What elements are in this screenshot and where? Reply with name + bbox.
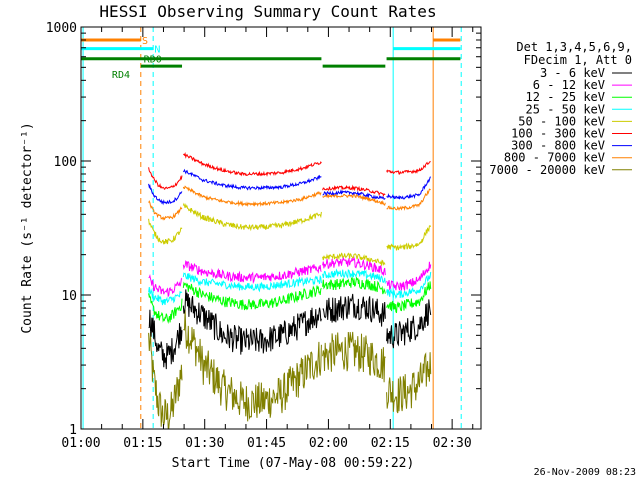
- series-4-segment-3: [386, 271, 432, 299]
- flag-rd0-label: RD0: [144, 55, 162, 66]
- y-tick-label: 10: [61, 289, 77, 304]
- series-6-line: [148, 151, 431, 198]
- series-7-segment-3: [386, 176, 432, 200]
- x-tick-label: 02:15: [371, 436, 410, 451]
- series-3-segment-3: [386, 281, 432, 314]
- series-4-line: [148, 268, 432, 306]
- legend-entry-2: 6 - 12 keV: [533, 78, 605, 92]
- series-5-segment-2: [322, 252, 386, 266]
- x-axis: 01:00 01:15 01:30 01:45 02:00 02:15 02:30: [61, 27, 474, 451]
- series-6-segment-3: [386, 161, 431, 175]
- legend-entry-3: 12 - 25 keV: [526, 90, 605, 104]
- series-7-segment-1: [182, 168, 322, 191]
- y-axis: 1 10 100 1000: [46, 21, 481, 438]
- series-7-segment-2: [322, 189, 386, 201]
- series-7-segment-0: [148, 183, 183, 206]
- series-7-line: [148, 168, 432, 206]
- x-tick-label: 02:30: [433, 436, 472, 451]
- legend-entry-9: 7000 - 20000 keV: [489, 163, 605, 177]
- chart-title: HESSI Observing Summary Count Rates: [99, 2, 436, 21]
- x-axis-label: Start Time (07-May-08 00:59:22): [172, 456, 415, 471]
- y-axis-label: Count Rate (s⁻¹ detector⁻¹): [20, 122, 35, 333]
- flag-rd4-label: RD4: [112, 70, 130, 81]
- legend-title: FDecim 1, Att 0: [524, 53, 632, 67]
- series-2-segment-2: [322, 255, 386, 277]
- y-tick-label: 1: [69, 423, 77, 438]
- x-tick-label: 01:45: [247, 436, 286, 451]
- series-8-segment-3: [386, 188, 431, 212]
- series-5-segment-0: [148, 218, 183, 245]
- x-tick-label: 01:30: [185, 436, 224, 451]
- series-5-line: [148, 202, 432, 266]
- series-6-segment-1: [183, 151, 322, 177]
- series-8-line: [148, 185, 431, 221]
- series-3-segment-2: [322, 275, 386, 295]
- y-tick-label: 1000: [46, 21, 77, 36]
- plot-frame: [80, 26, 482, 430]
- legend-entry-4: 25 - 50 keV: [526, 102, 605, 116]
- legend: Det 1,3,4,5,6,9,FDecim 1, Att 03 - 6 keV…: [489, 40, 632, 177]
- series-4-segment-1: [182, 272, 322, 293]
- timestamp: 26-Nov-2009 08:23: [534, 467, 636, 478]
- series-9-segment-1: [183, 309, 322, 422]
- series-9-segment-2: [322, 331, 386, 383]
- series-1-segment-3: [386, 299, 432, 349]
- legend-entry-5: 50 - 100 keV: [518, 114, 605, 128]
- series-2-segment-3: [386, 261, 432, 292]
- x-tick-label: 01:00: [61, 436, 100, 451]
- series-2-line: [148, 255, 432, 298]
- series-5-segment-1: [182, 202, 322, 232]
- series-2-segment-0: [148, 273, 183, 298]
- y-tick-label: 100: [54, 155, 77, 170]
- flag-s-label: S: [142, 36, 148, 47]
- series-1-segment-1: [182, 289, 322, 355]
- series-1-segment-0: [148, 309, 183, 370]
- legend-entry-6: 100 - 300 keV: [511, 127, 605, 141]
- legend-entry-8: 800 - 7000 keV: [504, 151, 605, 165]
- series-3-segment-1: [182, 281, 322, 311]
- series-1-line: [148, 289, 432, 370]
- legend-title: Det 1,3,4,5,6,9,: [516, 40, 632, 54]
- legend-entry-7: 300 - 800 keV: [511, 139, 605, 153]
- series-3-segment-0: [148, 293, 183, 325]
- series-8-segment-1: [182, 185, 322, 208]
- series-9-segment-0: [148, 332, 183, 430]
- series-9-segment-3: [386, 352, 432, 414]
- series-1-segment-2: [322, 293, 386, 327]
- x-tick-label: 02:00: [309, 436, 348, 451]
- series-4-segment-0: [148, 287, 183, 306]
- series-4-segment-2: [322, 268, 386, 284]
- series-9-line: [148, 309, 432, 430]
- flag-n-label: N: [154, 45, 160, 56]
- series-2-segment-1: [182, 260, 322, 285]
- series-8-segment-0: [148, 200, 183, 221]
- series-5-segment-3: [386, 225, 432, 251]
- x-tick-label: 01:15: [123, 436, 162, 451]
- series-3-line: [148, 275, 432, 325]
- legend-entry-1: 3 - 6 keV: [540, 66, 605, 80]
- series-6-segment-0: [148, 167, 183, 190]
- series-6-segment-2: [322, 184, 386, 198]
